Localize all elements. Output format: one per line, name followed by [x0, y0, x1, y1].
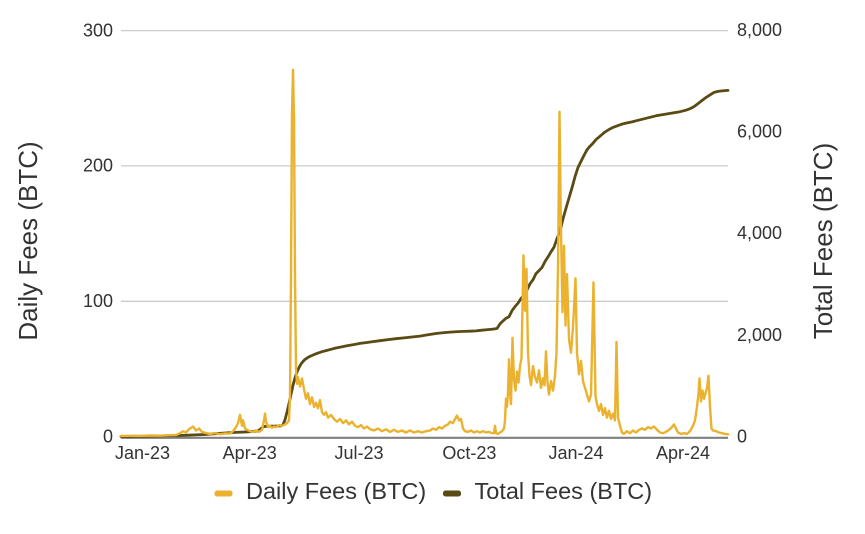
svg-text:Daily Fees (BTC): Daily Fees (BTC) [246, 478, 426, 504]
svg-text:Total Fees (BTC): Total Fees (BTC) [808, 143, 838, 340]
svg-text:0: 0 [103, 426, 113, 446]
svg-text:4,000: 4,000 [737, 223, 782, 243]
svg-text:Apr-23: Apr-23 [223, 443, 277, 463]
svg-text:100: 100 [83, 291, 113, 311]
svg-text:Oct-23: Oct-23 [442, 443, 496, 463]
svg-text:200: 200 [83, 156, 113, 176]
svg-text:6,000: 6,000 [737, 122, 782, 142]
svg-text:Jan-23: Jan-23 [115, 443, 170, 463]
svg-text:Jul-23: Jul-23 [334, 443, 383, 463]
svg-text:Jan-24: Jan-24 [548, 443, 603, 463]
svg-text:300: 300 [83, 20, 113, 40]
svg-text:0: 0 [737, 426, 747, 446]
svg-text:8,000: 8,000 [737, 20, 782, 40]
svg-text:Total Fees (BTC): Total Fees (BTC) [475, 478, 653, 504]
svg-text:Daily Fees (BTC): Daily Fees (BTC) [13, 141, 43, 340]
svg-text:2,000: 2,000 [737, 325, 782, 345]
svg-text:Apr-24: Apr-24 [656, 443, 710, 463]
